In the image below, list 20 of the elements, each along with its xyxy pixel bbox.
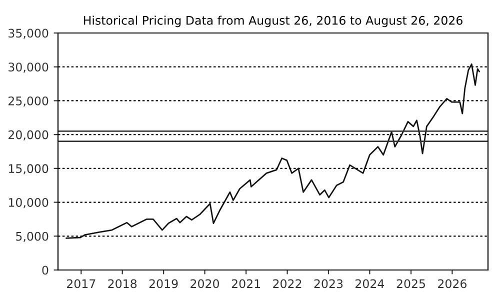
line-series xyxy=(66,63,480,239)
x-tick-label: 2026 xyxy=(438,279,466,288)
x-tick-label: 2018 xyxy=(108,279,137,288)
x-tick-label: 2021 xyxy=(232,279,260,288)
x-tick-label: 2020 xyxy=(190,279,219,288)
x-tick-label: 2024 xyxy=(356,279,384,288)
chart-title: Historical Pricing Data from August 26, 2016 to August 26, 2026 xyxy=(84,16,462,28)
x-tick-label: 2022 xyxy=(273,279,302,288)
y-tick-label: 15,000 xyxy=(8,164,48,174)
x-tick-label: 2019 xyxy=(149,279,178,288)
y-tick-label: 10,000 xyxy=(8,198,48,208)
y-tick-label: 30,000 xyxy=(8,62,48,73)
x-tick-label: 2023 xyxy=(314,279,343,288)
y-tick-label: 20,000 xyxy=(8,130,48,140)
x-tick-label: 2017 xyxy=(66,279,96,288)
y-tick-label: 0 xyxy=(42,266,48,275)
x-tick-label: 2025 xyxy=(396,279,425,288)
y-tick-label: 25,000 xyxy=(8,96,48,107)
y-tick-label: 35,000 xyxy=(8,28,48,39)
y-tick-label: 5,000 xyxy=(16,232,48,242)
